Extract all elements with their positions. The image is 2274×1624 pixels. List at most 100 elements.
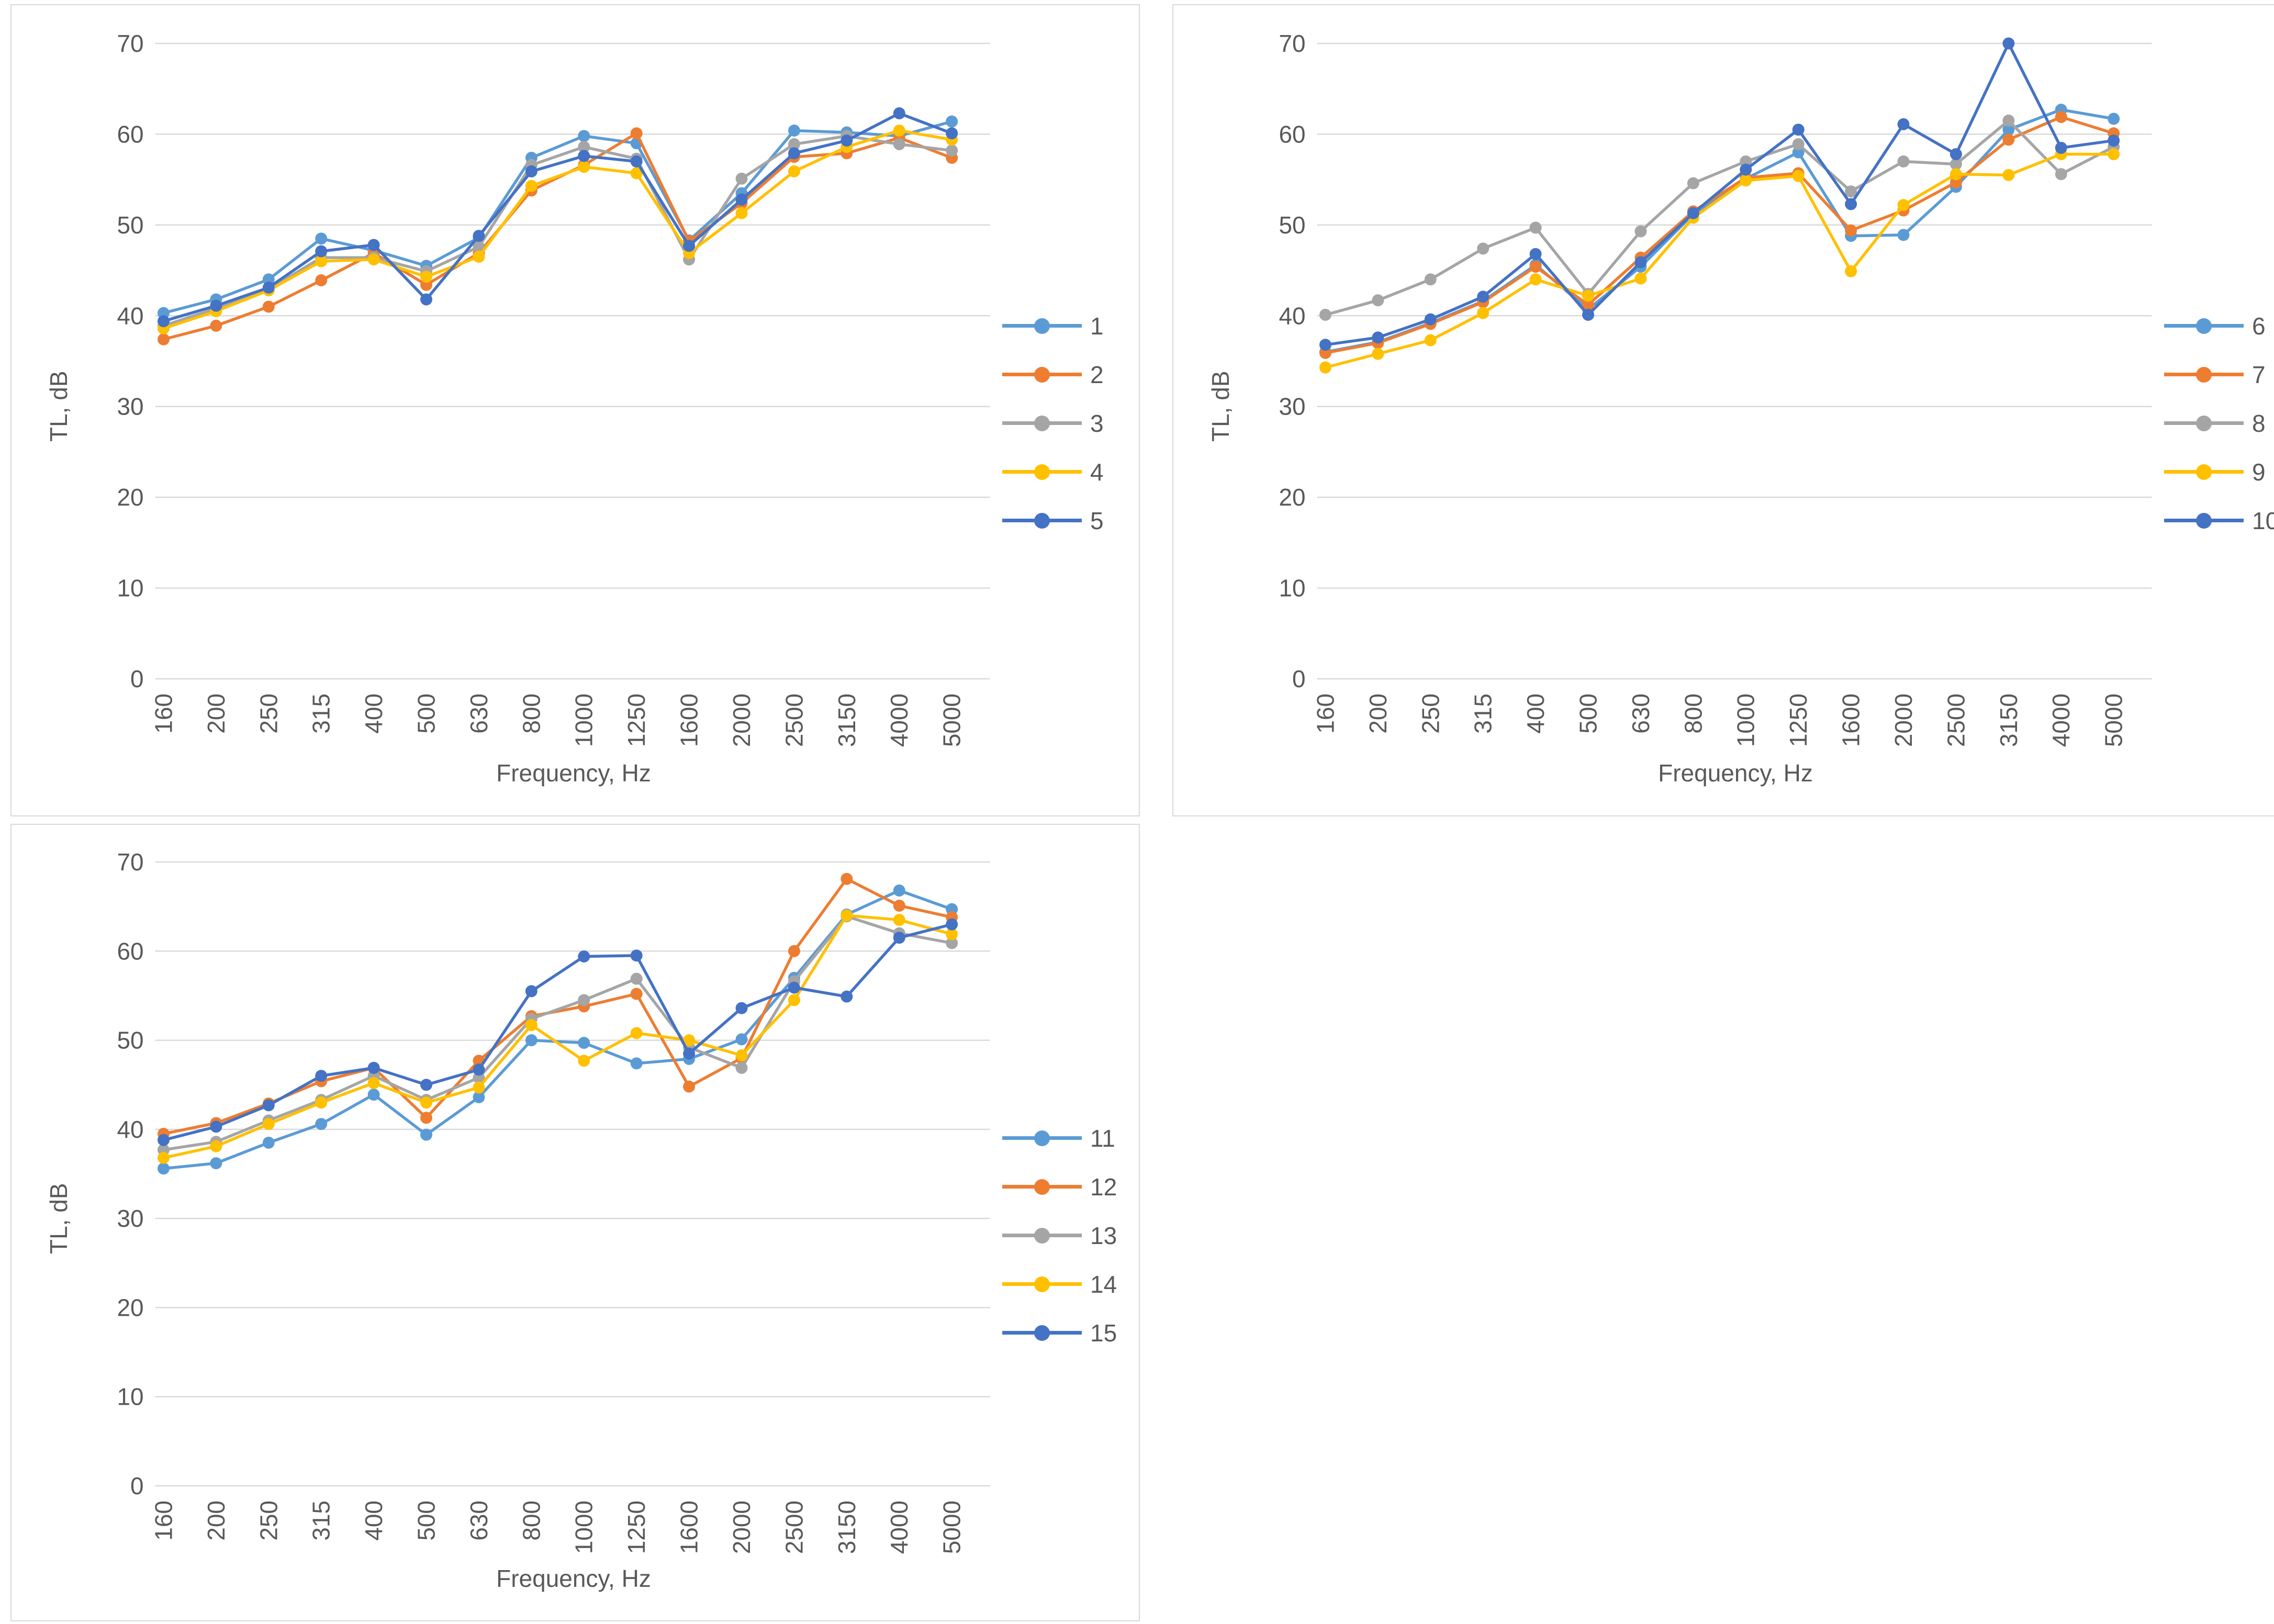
data-point-3-2500 xyxy=(788,138,800,151)
data-point-15-315 xyxy=(315,1070,328,1082)
data-point-10-3150 xyxy=(2002,37,2015,50)
legend-dot-icon xyxy=(1034,366,1050,383)
data-point-11-1000 xyxy=(578,1037,590,1049)
data-point-10-250 xyxy=(1424,313,1437,326)
x-tick-label: 160 xyxy=(150,1500,177,1541)
data-point-8-2000 xyxy=(1897,155,1910,167)
data-point-9-400 xyxy=(1529,273,1542,286)
data-point-4-630 xyxy=(473,251,485,263)
series-line-1 xyxy=(163,120,953,315)
x-tick-label: 315 xyxy=(1470,693,1497,734)
data-point-15-4000 xyxy=(893,932,905,944)
data-point-11-160 xyxy=(157,1162,170,1175)
data-point-15-400 xyxy=(367,1061,380,1074)
data-point-12-500 xyxy=(420,1112,433,1124)
data-point-3-4000 xyxy=(893,138,905,151)
x-tick-label: 3150 xyxy=(833,1500,860,1554)
y-tick-label: 50 xyxy=(1279,211,1305,239)
legend-dot-icon xyxy=(2196,366,2212,383)
y-tick-label: 10 xyxy=(117,575,143,602)
data-point-8-400 xyxy=(1529,221,1542,234)
data-point-15-630 xyxy=(473,1063,485,1076)
data-point-10-200 xyxy=(1372,331,1384,344)
x-tick-label: 630 xyxy=(465,693,492,734)
legend-label: 9 xyxy=(2252,458,2266,486)
data-point-14-400 xyxy=(367,1077,380,1089)
data-point-1-2500 xyxy=(788,124,800,137)
data-point-11-630 xyxy=(473,1091,485,1104)
legend-marker-icon xyxy=(2164,415,2244,431)
legend-dot-icon xyxy=(1034,1325,1050,1341)
x-tick-label: 500 xyxy=(413,1500,440,1541)
data-point-15-2000 xyxy=(735,1002,748,1014)
data-point-8-160 xyxy=(1319,309,1331,321)
legend-dot-icon xyxy=(1034,1276,1050,1292)
series-line-12 xyxy=(163,877,953,1136)
x-tick-label: 500 xyxy=(413,693,440,734)
data-point-9-250 xyxy=(1424,334,1437,346)
data-point-4-400 xyxy=(367,253,380,266)
x-tick-label: 1000 xyxy=(1732,693,1760,747)
data-point-10-160 xyxy=(1319,339,1331,351)
legend-label: 13 xyxy=(1090,1222,1117,1249)
legend-item-6: 6 xyxy=(2164,301,2274,350)
data-point-7-400 xyxy=(1529,261,1542,273)
data-point-8-200 xyxy=(1372,294,1384,307)
x-tick-label: 1600 xyxy=(676,693,703,747)
legend-label: 8 xyxy=(2252,409,2266,437)
x-tick-label: 3150 xyxy=(1995,693,2022,747)
data-point-14-2000 xyxy=(735,1049,748,1062)
legend-dot-icon xyxy=(1034,1130,1050,1146)
data-point-4-1250 xyxy=(630,167,643,180)
x-tick-label: 5000 xyxy=(938,693,966,747)
legend-dot-icon xyxy=(2196,464,2212,480)
data-point-15-1600 xyxy=(683,1047,696,1060)
y-tick-label: 70 xyxy=(1279,30,1305,57)
data-point-2-200 xyxy=(210,319,222,332)
data-point-8-3150 xyxy=(2002,114,2015,127)
data-point-14-1600 xyxy=(683,1034,696,1047)
legend-marker-icon xyxy=(1002,464,1082,480)
x-tick-label: 630 xyxy=(465,1500,492,1541)
data-point-9-2000 xyxy=(1897,199,1910,211)
series-line-15 xyxy=(163,923,953,1141)
data-point-14-500 xyxy=(420,1096,433,1109)
legend-label: 6 xyxy=(2252,312,2266,340)
plot-area-2: 0 10 20 30 40 50 60 70 160 200 250 315 400 500 630 800 1… xyxy=(1279,30,2152,747)
x-tick-label: 3150 xyxy=(833,693,860,747)
legend-marker-icon xyxy=(1002,1130,1082,1146)
data-point-5-160 xyxy=(157,315,170,328)
legend-marker-icon xyxy=(2164,512,2244,529)
data-point-10-400 xyxy=(1529,248,1542,260)
x-tick-label: 800 xyxy=(518,693,545,734)
data-point-13-1000 xyxy=(578,994,590,1006)
data-point-4-800 xyxy=(525,180,537,192)
data-point-5-500 xyxy=(420,293,433,306)
legend-item-3: 3 xyxy=(1002,399,1138,447)
data-point-5-2500 xyxy=(788,147,800,160)
data-point-5-400 xyxy=(367,239,380,251)
data-point-3-630 xyxy=(473,240,485,253)
data-point-2-250 xyxy=(262,300,275,313)
series-line-8 xyxy=(1325,119,2114,317)
legend-dot-icon xyxy=(2196,512,2212,529)
y-tick-label: 30 xyxy=(117,393,143,420)
y-tick-label: 70 xyxy=(117,848,143,876)
plot-area-1: 0 10 20 30 40 50 60 70 160 200 250 315 400 500 630 800 1… xyxy=(117,30,990,747)
data-point-5-1600 xyxy=(683,240,696,252)
data-point-7-3150 xyxy=(2002,133,2015,146)
legend-label: 14 xyxy=(1090,1270,1117,1298)
x-tick-label: 400 xyxy=(360,1500,387,1541)
legend-item-4: 4 xyxy=(1002,447,1138,496)
legend-item-5: 5 xyxy=(1002,496,1138,545)
data-point-2-1250 xyxy=(630,127,643,140)
x-tick-label: 2000 xyxy=(728,1500,755,1554)
series-line-4 xyxy=(163,129,953,330)
legend-marker-icon xyxy=(1002,318,1082,334)
legend-label: 7 xyxy=(2252,361,2266,388)
data-point-1-5000 xyxy=(946,115,958,128)
y-axis-title-3: TL, dB xyxy=(45,1183,72,1254)
x-tick-label: 2500 xyxy=(780,1500,808,1554)
legend-label: 1 xyxy=(1090,312,1104,340)
y-tick-label: 60 xyxy=(117,120,143,148)
